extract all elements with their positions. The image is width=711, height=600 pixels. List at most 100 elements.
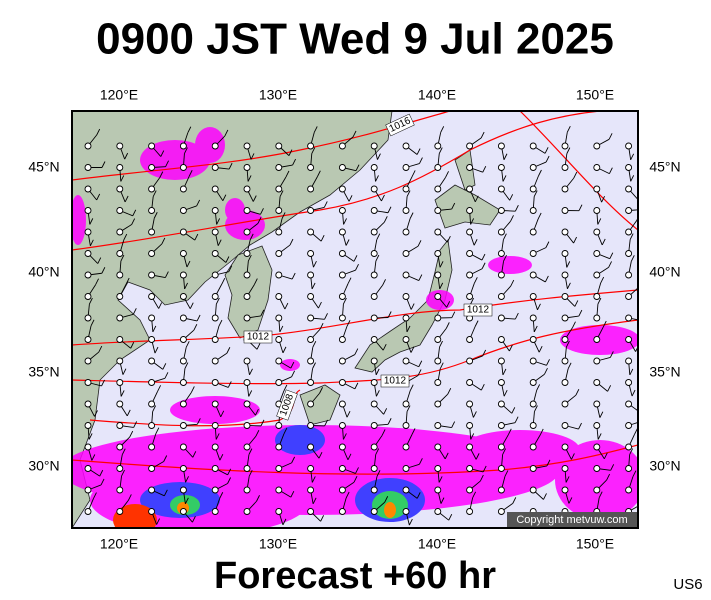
barb-feather (446, 236, 451, 243)
station (275, 422, 283, 429)
station (275, 142, 283, 150)
barb-feather (503, 390, 508, 397)
station (497, 228, 505, 236)
station (466, 228, 474, 236)
barb-feather (316, 170, 321, 177)
barb-feather (311, 282, 316, 290)
station (466, 508, 474, 515)
station (243, 228, 251, 236)
station (561, 486, 569, 494)
barb-feather (132, 209, 137, 216)
barb-feather (448, 514, 453, 521)
barb-feather (282, 518, 287, 526)
barb-feather (451, 421, 456, 428)
station (84, 508, 92, 515)
barb-feather (249, 368, 253, 375)
barb-feather (184, 147, 188, 154)
barb-feather (249, 233, 254, 241)
station (497, 293, 505, 300)
barb-feather (566, 125, 571, 133)
barb-feather (215, 433, 220, 440)
barb-feather (155, 427, 160, 434)
station (497, 486, 505, 494)
barb-feather (473, 411, 477, 418)
barb-feather (512, 497, 517, 504)
barb-feather (601, 195, 605, 203)
station (116, 357, 124, 365)
footer: Forecast +60 hr (214, 555, 496, 597)
barb-feather (410, 303, 415, 310)
station (211, 443, 219, 451)
station (307, 486, 315, 494)
copyright-box (507, 512, 637, 527)
barb-feather (185, 476, 189, 483)
station (275, 293, 283, 300)
barb-feather (601, 238, 606, 246)
station (307, 271, 315, 279)
barb-feather (312, 497, 317, 504)
barb-feather (446, 301, 451, 308)
station (370, 336, 378, 343)
barb-feather (409, 212, 414, 219)
station (402, 250, 410, 257)
barb-feather (578, 309, 583, 317)
barb-feather (438, 476, 443, 483)
station (466, 486, 474, 494)
barb-feather (152, 325, 157, 333)
station (625, 443, 633, 451)
station (370, 465, 378, 472)
barb-feather (346, 411, 351, 418)
barb-feather (630, 255, 635, 262)
station (593, 486, 601, 494)
station (625, 185, 633, 193)
station (434, 142, 442, 150)
station (402, 207, 410, 214)
barb-feather (319, 323, 324, 330)
barb-feather (545, 155, 550, 163)
barb-feather (602, 320, 607, 328)
station (434, 250, 442, 257)
station (497, 207, 505, 214)
station (402, 228, 410, 236)
station (402, 164, 410, 171)
station (179, 379, 187, 386)
barb-feather (406, 190, 411, 197)
barb-feather (101, 267, 106, 274)
station (179, 508, 187, 515)
station (466, 357, 474, 365)
station (625, 250, 633, 257)
station (307, 443, 315, 451)
station (625, 357, 633, 365)
barb-feather (343, 297, 347, 305)
barb-feather (343, 433, 347, 440)
station (625, 207, 633, 214)
barb-feather (533, 325, 538, 333)
station (243, 443, 251, 451)
station (434, 400, 442, 408)
station (84, 357, 92, 365)
station (116, 379, 124, 386)
barb-feather (156, 518, 160, 525)
barb-feather (345, 491, 350, 499)
barb-feather (152, 405, 157, 412)
station (497, 142, 505, 150)
station (211, 422, 219, 429)
station (625, 314, 633, 322)
station (243, 207, 251, 214)
station (275, 508, 283, 515)
barb-feather (440, 497, 445, 504)
barb-feather (289, 238, 294, 246)
station (466, 293, 474, 300)
barb-feather (185, 341, 190, 348)
station (116, 293, 124, 300)
station (148, 142, 156, 150)
barb-feather (470, 218, 475, 225)
station (370, 486, 378, 494)
barb-feather (152, 190, 157, 197)
station (243, 250, 251, 257)
barb-feather (377, 153, 381, 160)
barb-feather (184, 282, 189, 290)
barb-feather (565, 476, 570, 483)
station (466, 271, 474, 279)
barb-feather (539, 428, 544, 436)
